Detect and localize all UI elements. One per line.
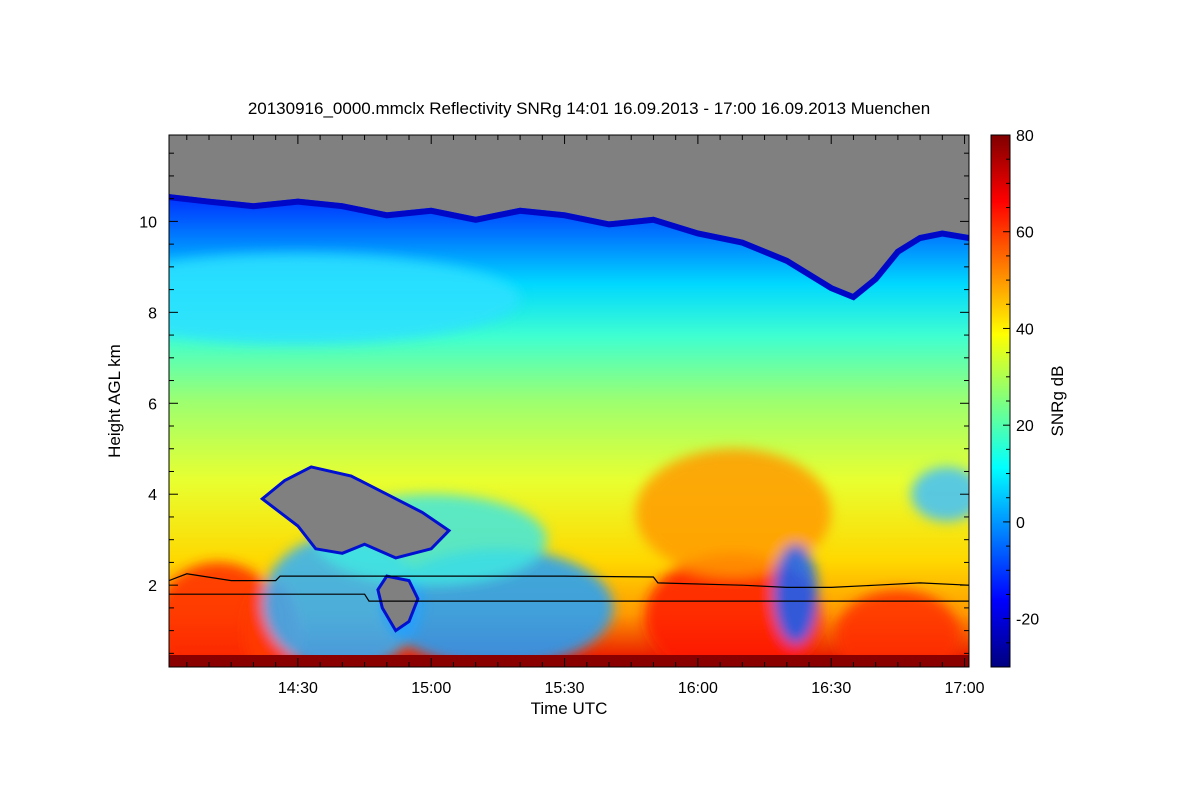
x-tick-label: 14:30 (278, 680, 318, 697)
y-axis-title: Height AGL km (105, 344, 124, 458)
no-signal-hole-small (376, 574, 420, 633)
y-axis: 2 4 6 8 10 (139, 152, 969, 654)
echo-upper-cyan (169, 253, 521, 345)
x-axis-title: Time UTC (531, 699, 608, 718)
cloud-top-edge (169, 194, 969, 301)
echo-core-late (835, 589, 961, 667)
y-tick-label: 10 (139, 214, 157, 231)
colorbar-tick-label: 60 (1016, 225, 1034, 242)
x-tick-label: 16:00 (678, 680, 718, 697)
echo-features (169, 253, 969, 667)
echo-weak-right (911, 466, 969, 522)
no-signal-holes (259, 465, 452, 633)
x-tick-label: 17:00 (945, 680, 985, 697)
x-tick-label: 15:30 (545, 680, 585, 697)
chart-title: 20130916_0000.mmclx Reflectivity SNRg 14… (248, 99, 930, 118)
x-tick-label: 15:00 (411, 680, 451, 697)
x-tick-label: 16:30 (811, 680, 851, 697)
y-tick-label: 2 (148, 578, 157, 595)
no-signal-region-top (169, 135, 969, 295)
boundary-line-lower (169, 593, 969, 602)
colorbar-axis: 80 60 40 20 0 -20 (1003, 128, 1039, 668)
x-axis: 14:30 15:00 15:30 16:00 16:30 17:00 (186, 135, 985, 697)
y-tick-label: 8 (148, 305, 157, 322)
y-tick-label: 6 (148, 396, 157, 413)
colorbar-title: SNRg dB (1048, 366, 1067, 437)
echo-ring-cell (773, 544, 818, 645)
colorbar-tick-label: -20 (1016, 612, 1039, 629)
colorbar-tick-label: 40 (1016, 321, 1034, 338)
boundary-line-upper (169, 573, 969, 588)
plot-area (169, 135, 969, 667)
colorbar-tick-label: 0 (1016, 515, 1025, 532)
no-signal-hole-large (259, 465, 452, 560)
colorbar-tick-label: 20 (1016, 418, 1034, 435)
plot-frame (168, 134, 970, 668)
ground-clutter-band (169, 655, 969, 667)
y-tick-label: 4 (148, 487, 157, 504)
colorbar-tick-label: 80 (1016, 128, 1034, 145)
echo-plume-orange (635, 448, 832, 577)
